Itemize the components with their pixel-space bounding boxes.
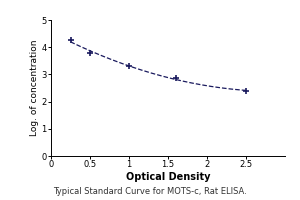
Y-axis label: Log. of concentration: Log. of concentration bbox=[30, 40, 39, 136]
X-axis label: Optical Density: Optical Density bbox=[126, 172, 210, 182]
Text: Typical Standard Curve for MOTS-c, Rat ELISA.: Typical Standard Curve for MOTS-c, Rat E… bbox=[53, 187, 247, 196]
